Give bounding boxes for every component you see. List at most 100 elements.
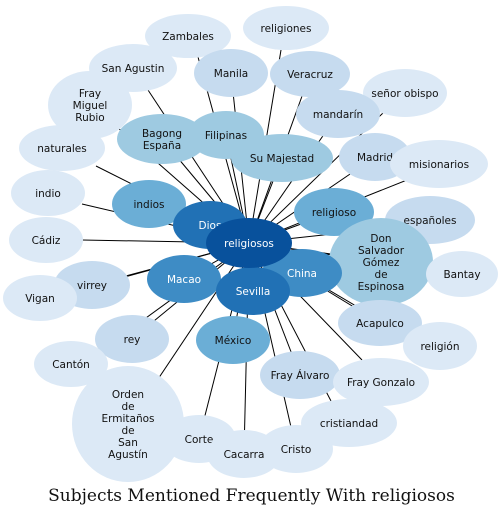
node-sevilla: Sevilla: [216, 267, 290, 315]
node-indios-shape: [112, 180, 186, 228]
node-indio-shape: [11, 170, 85, 216]
node-filipinas-label: Filipinas: [205, 130, 247, 142]
node-cristo-label: Cristo: [281, 444, 312, 456]
node-zambales-label: Zambales: [162, 31, 214, 43]
node-vigan-label: Vigan: [25, 293, 55, 305]
node-indios-label: indios: [133, 199, 164, 211]
node-fray-alvaro-shape: [260, 351, 340, 399]
node-don-salvador-gomez-de-espinosa-label: Don Salvador Gómez de Espinosa: [358, 233, 405, 293]
node-mexico-shape: [196, 316, 270, 364]
node-senor-obispo-shape: [363, 69, 447, 117]
node-veracruz-label: Veracruz: [287, 69, 333, 81]
node-zambales: Zambales: [145, 14, 231, 58]
node-rey: rey: [95, 315, 169, 363]
edge-senor-obispo: [248, 112, 384, 244]
node-fray-gonzalo-shape: [333, 358, 429, 406]
node-fray-alvaro: Fray Álvaro: [260, 351, 340, 399]
node-virrey-label: virrey: [77, 280, 107, 292]
node-religioso-shape: [294, 188, 374, 236]
node-mandarin-label: mandarín: [313, 109, 363, 121]
node-canton-shape: [34, 341, 108, 387]
node-fray-gonzalo-label: Fray Gonzalo: [347, 377, 415, 389]
node-religioso-label: religioso: [312, 207, 356, 219]
node-bantay-shape: [426, 251, 498, 297]
node-senor-obispo: señor obispo: [363, 69, 447, 117]
node-mexico-label: México: [215, 335, 252, 347]
node-canton-label: Cantón: [52, 359, 90, 371]
node-orden-de-ermitanos-de-san-agustin-shape: [72, 366, 184, 482]
node-macao-label: Macao: [167, 274, 201, 286]
node-manila: Manila: [194, 49, 268, 97]
node-sevilla-shape: [216, 267, 290, 315]
network-diagram: Zambales religiones San Agustin Manila Verac…: [3, 6, 498, 482]
node-canton: Cantón: [34, 341, 108, 387]
node-fray-miguel-rubio-shape: [48, 71, 132, 139]
node-senor-obispo-label: señor obispo: [371, 88, 438, 100]
node-misionarios: misionarios: [390, 140, 488, 188]
node-misionarios-shape: [390, 140, 488, 188]
node-bagong-espana: Bagong España: [117, 114, 207, 164]
node-naturales-label: naturales: [37, 143, 86, 155]
node-sevilla-label: Sevilla: [236, 286, 271, 298]
node-indio: indio: [11, 170, 85, 216]
node-orden-de-ermitanos-de-san-agustin-label: Orden de Ermitaños de San Agustín: [101, 389, 154, 461]
node-cacarra-label: Cacarra: [224, 449, 265, 461]
node-religion: religión: [403, 322, 477, 370]
node-bantay: Bantay: [426, 251, 498, 297]
node-orden-de-ermitanos-de-san-agustin: Orden de Ermitaños de San Agustín: [72, 366, 184, 482]
node-veracruz: Veracruz: [270, 51, 350, 97]
node-manila-shape: [194, 49, 268, 97]
node-religiones-shape: [243, 6, 329, 50]
center-node-shape: [206, 218, 292, 268]
node-acapulco: Acapulco: [338, 300, 422, 346]
node-macao-shape: [147, 255, 221, 303]
node-fray-gonzalo: Fray Gonzalo: [333, 358, 429, 406]
node-acapulco-shape: [338, 300, 422, 346]
node-bantay-label: Bantay: [443, 269, 480, 281]
node-bagong-espana-label: Bagong España: [142, 128, 182, 152]
node-religion-shape: [403, 322, 477, 370]
node-fray-miguel-rubio-label: Fray Miguel Rubio: [73, 88, 108, 124]
node-vigan-shape: [3, 275, 77, 321]
node-rey-label: rey: [124, 334, 141, 346]
node-religioso: religioso: [294, 188, 374, 236]
node-cristiandad-label: cristiandad: [320, 418, 378, 430]
node-don-salvador-gomez-de-espinosa-shape: [329, 218, 433, 306]
node-veracruz-shape: [270, 51, 350, 97]
node-zambales-shape: [145, 14, 231, 58]
node-cadiz-label: Cádiz: [32, 235, 61, 247]
node-madrid-label: Madrid: [357, 152, 393, 164]
node-cadiz-shape: [9, 217, 83, 263]
node-naturales-shape: [19, 125, 105, 171]
node-acapulco-label: Acapulco: [356, 318, 404, 330]
node-cadiz: Cádiz: [9, 217, 83, 263]
center-node: religiosos: [206, 218, 292, 268]
diagram-caption: Subjects Mentioned Frequently With relig…: [48, 486, 455, 506]
node-fray-alvaro-label: Fray Álvaro: [271, 369, 330, 382]
node-corte-label: Corte: [185, 434, 214, 446]
node-su-majestad: Su Majestad: [231, 134, 333, 182]
node-mandarin-shape: [296, 90, 380, 138]
node-religion-label: religión: [420, 341, 459, 353]
node-bagong-espana-shape: [117, 114, 207, 164]
node-san-agustin-label: San Agustin: [102, 63, 165, 75]
node-misionarios-label: misionarios: [409, 159, 469, 171]
node-manila-label: Manila: [214, 68, 248, 80]
node-mexico: México: [196, 316, 270, 364]
node-macao: Macao: [147, 255, 221, 303]
node-espanoles-label: españoles: [404, 215, 457, 227]
node-religiones-label: religiones: [261, 23, 312, 35]
node-naturales: naturales: [19, 125, 105, 171]
node-mandarin: mandarín: [296, 90, 380, 138]
node-vigan: Vigan: [3, 275, 77, 321]
node-china-label: China: [287, 268, 317, 280]
node-indio-label: indio: [35, 188, 61, 200]
node-fray-miguel-rubio: Fray Miguel Rubio: [48, 71, 132, 139]
node-su-majestad-label: Su Majestad: [250, 153, 314, 165]
node-cacarra: Cacarra: [207, 430, 281, 478]
node-religiones: religiones: [243, 6, 329, 50]
node-layer: Zambales religiones San Agustin Manila Verac…: [3, 6, 498, 482]
node-rey-shape: [95, 315, 169, 363]
node-cacarra-shape: [207, 430, 281, 478]
center-node-label: religiosos: [224, 238, 274, 250]
